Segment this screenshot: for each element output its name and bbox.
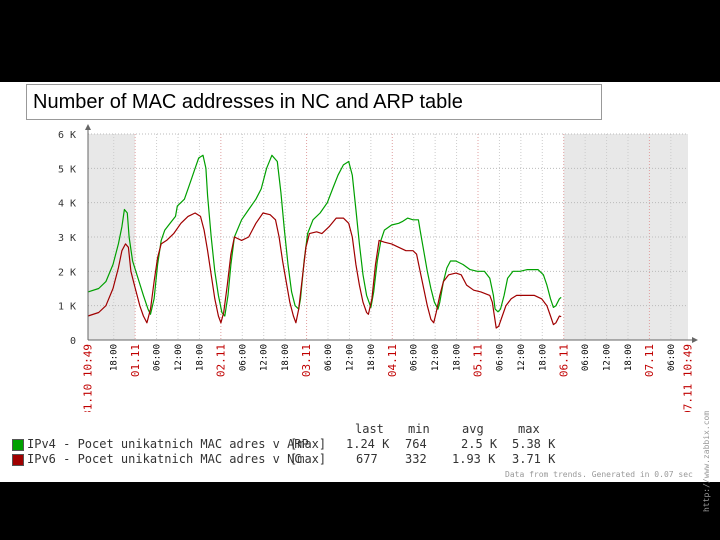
legend: last min avg max IPv4 - Pocet unikatnich… (0, 420, 720, 480)
x-tick-label: 07.11 10:49 (682, 344, 695, 412)
shaded-range-0 (88, 134, 136, 340)
legend-agg: [max] (290, 452, 327, 466)
legend-avg: 1.93 K (452, 452, 496, 466)
x-tick-label: 18:00 (538, 344, 548, 371)
legend-header-min: min (408, 422, 430, 436)
graph-panel: 0 1 K 2 K 3 K 4 K 5 K 6 K 31.10 10:49 18:00 01.11… (0, 82, 720, 512)
x-tick-label: 18:00 (195, 344, 205, 371)
y-tick-label: 3 K (58, 233, 76, 244)
overlay-title: Number of MAC addresses in NC and ARP ta… (26, 84, 602, 120)
y-axis-arrow (85, 124, 91, 130)
y-tick-label: 6 K (58, 130, 76, 141)
x-tick-label: 06:00 (410, 344, 420, 371)
x-tick-label: 12:00 (603, 344, 613, 371)
legend-max: 5.38 K (512, 437, 556, 451)
series-line-ipv6 (87, 212, 562, 329)
legend-last: 677 (356, 452, 378, 466)
legend-last: 1.24 K (346, 437, 390, 451)
x-tick-label: 06:00 (581, 344, 591, 371)
x-tick-label: 07.11 (643, 344, 656, 377)
legend-agg: [max] (290, 437, 327, 451)
x-tick-label: 31.10 10:49 (82, 344, 95, 412)
x-tick-label: 18:00 (281, 344, 291, 371)
x-tick-label: 12:00 (345, 344, 355, 371)
x-tick-label: 12:00 (517, 344, 527, 371)
legend-series-name: IPv6 - Pocet unikatnich MAC adres v NC (27, 452, 302, 466)
x-tick-label: 06:00 (667, 344, 677, 371)
y-tick-label: 1 K (58, 302, 76, 313)
x-tick-label: 12:00 (431, 344, 441, 371)
y-tick-label: 2 K (58, 267, 76, 278)
legend-max: 3.71 K (512, 452, 556, 466)
x-tick-label: 04.11 (386, 344, 399, 377)
x-axis-arrow (692, 337, 698, 343)
y-tick-label: 4 K (58, 199, 76, 210)
x-tick-label: 06:00 (324, 344, 334, 371)
x-tick-label: 18:00 (624, 344, 634, 371)
legend-min: 332 (405, 452, 427, 466)
x-tick-label: 05.11 (472, 344, 485, 377)
legend-swatch-ipv4 (12, 439, 24, 451)
generated-info: Data from trends. Generated in 0.07 sec (505, 470, 693, 479)
legend-min: 764 (405, 437, 427, 451)
y-tick-label: 0 (70, 336, 76, 347)
legend-header-last: last (355, 422, 384, 436)
legend-avg: 2.5 K (461, 437, 498, 451)
x-tick-label: 18:00 (367, 344, 377, 371)
x-tick-label: 02.11 (215, 344, 228, 377)
legend-header-avg: avg (462, 422, 484, 436)
x-tick-label: 06:00 (153, 344, 163, 371)
x-tick-label: 06:00 (238, 344, 248, 371)
x-tick-label: 12:00 (260, 344, 270, 371)
legend-header-max: max (518, 422, 540, 436)
x-tick-label: 18:00 (110, 344, 120, 371)
zabbix-watermark: http://www.zabbix.com (702, 410, 711, 512)
line-chart: 0 1 K 2 K 3 K 4 K 5 K 6 K 31.10 10:49 18:00 01.11… (58, 124, 698, 412)
legend-series-name: IPv4 - Pocet unikatnich MAC adres v ARP (27, 437, 309, 451)
x-tick-label: 12:00 (174, 344, 184, 371)
x-tick-label: 18:00 (453, 344, 463, 371)
x-tick-label: 01.11 (129, 344, 142, 377)
y-tick-label: 5 K (58, 164, 76, 175)
legend-swatch-ipv6 (12, 454, 24, 466)
x-tick-label: 03.11 (300, 344, 313, 377)
x-tick-label: 06.11 (557, 344, 570, 377)
series-line-ipv4 (87, 154, 562, 317)
x-tick-label: 06:00 (495, 344, 505, 371)
